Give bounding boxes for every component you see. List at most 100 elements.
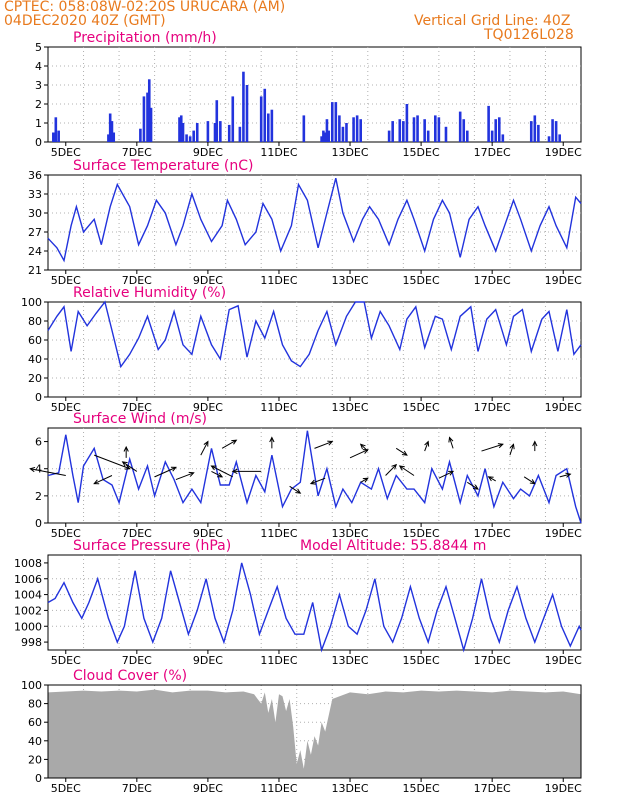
x-tick-label: 11DEC [260,401,297,414]
x-tick-label: 11DEC [260,146,297,159]
precip-bar [263,88,267,142]
y-tick-label: 4 [35,60,42,73]
precip-bar [181,123,185,142]
precip-bar [213,123,217,142]
x-tick-label: 11DEC [260,274,297,287]
precip-bar [52,132,55,142]
series-line [47,178,582,263]
wind-arrow-head [509,443,515,450]
wind-arrow-head [93,479,100,485]
y-tick-label: 6 [35,436,42,449]
precip-bar [412,117,416,142]
y-tick-label: 27 [28,226,42,239]
x-tick-label: 15DEC [403,654,440,667]
precip-bar [320,136,323,142]
header-model-id: TQ0126L028 [484,27,574,43]
precip-bar [355,115,359,142]
x-tick-label: 15DEC [403,274,440,287]
x-tick-label: 13DEC [331,782,368,795]
wind-arrow-head [362,449,369,454]
precip-bar [110,121,114,142]
wind-arrow-head [309,479,316,485]
precip-bar [259,96,263,142]
precip-bar [112,132,116,142]
wind-arrow-head [231,468,238,475]
wind-arrow-head [327,440,334,446]
precip-bar [302,115,306,142]
precip-bar [142,96,146,142]
x-tick-label: 7DEC [122,654,152,667]
wind-arrow-head [121,461,128,467]
precip-bar [108,113,112,142]
wind-arrow [438,470,454,479]
precip-bar [462,119,466,142]
x-tick-label: 15DEC [403,146,440,159]
precip-bar [270,109,274,142]
wind-arrow [211,470,223,478]
precip-bar [426,130,430,142]
y-tick-label: 80 [28,315,42,328]
x-tick-label: 19DEC [545,782,582,795]
wind-arrow-head [124,464,131,470]
precip-bar [322,130,325,142]
precip-bar [195,123,199,142]
precip-bar [219,121,222,142]
x-tick-label: 9DEC [193,527,223,540]
x-tick-label: 19DEC [545,527,582,540]
panel-title: Precipitation (mm/h) [73,30,217,46]
precip-bar [149,107,153,142]
precip-bar [215,100,219,142]
precip-bar [338,115,341,142]
x-tick-label: 11DEC [260,782,297,795]
precip-bar [57,130,60,142]
y-tick-label: 100 [21,296,42,309]
wind-arrow [211,465,234,478]
precip-bar [188,136,192,142]
precip-bar [185,134,188,142]
wind-arrow [310,477,326,485]
wind-arrow-head [170,466,177,472]
x-tick-label: 17DEC [474,527,511,540]
precip-bar [465,130,469,142]
y-tick-label: 0 [35,391,42,404]
precip-bar [458,111,462,142]
wind-arrow [221,439,237,449]
panel-title: Surface Pressure (hPa) [73,538,231,554]
x-tick-label: 15DEC [403,782,440,795]
x-tick-label: 11DEC [260,527,297,540]
header-station: CPTEC: 058:08W-02:20S URUCARA (AM) [4,0,286,15]
y-tick-label: 998 [21,636,42,649]
wind-arrow-head [401,450,408,456]
x-tick-label: 17DEC [474,654,511,667]
x-tick-label: 15DEC [403,401,440,414]
wind-arrow [509,444,514,456]
x-tick-label: 9DEC [193,782,223,795]
precip-bar [444,126,448,142]
wind-arrow [94,454,130,470]
x-tick-label: 17DEC [474,146,511,159]
x-tick-label: 5DEC [51,527,81,540]
panel-frame [47,301,582,398]
header-grid-line: Vertical Grid Line: 40Z [414,13,571,29]
x-tick-label: 17DEC [474,401,511,414]
wind-arrow-head [472,484,479,490]
precip-bar [267,113,270,142]
x-tick-label: 19DEC [545,401,582,414]
precip-bar [529,121,533,142]
x-tick-label: 13DEC [331,527,368,540]
precip-bar [551,119,554,142]
precip-bar [206,121,210,142]
y-tick-label: 30 [28,207,42,220]
x-tick-label: 7DEC [122,527,152,540]
precip-bar [146,92,149,142]
series-line [47,562,582,653]
precip-bar [227,124,231,142]
precip-bar [437,117,441,142]
wind-arrow-head [497,443,504,449]
wind-arrow [122,461,138,472]
panel-annotation: Model Altitude: 55.8844 m [300,538,486,554]
cloud-area [48,689,581,778]
precip-bar [323,132,327,142]
wind-arrow-head [203,440,209,447]
